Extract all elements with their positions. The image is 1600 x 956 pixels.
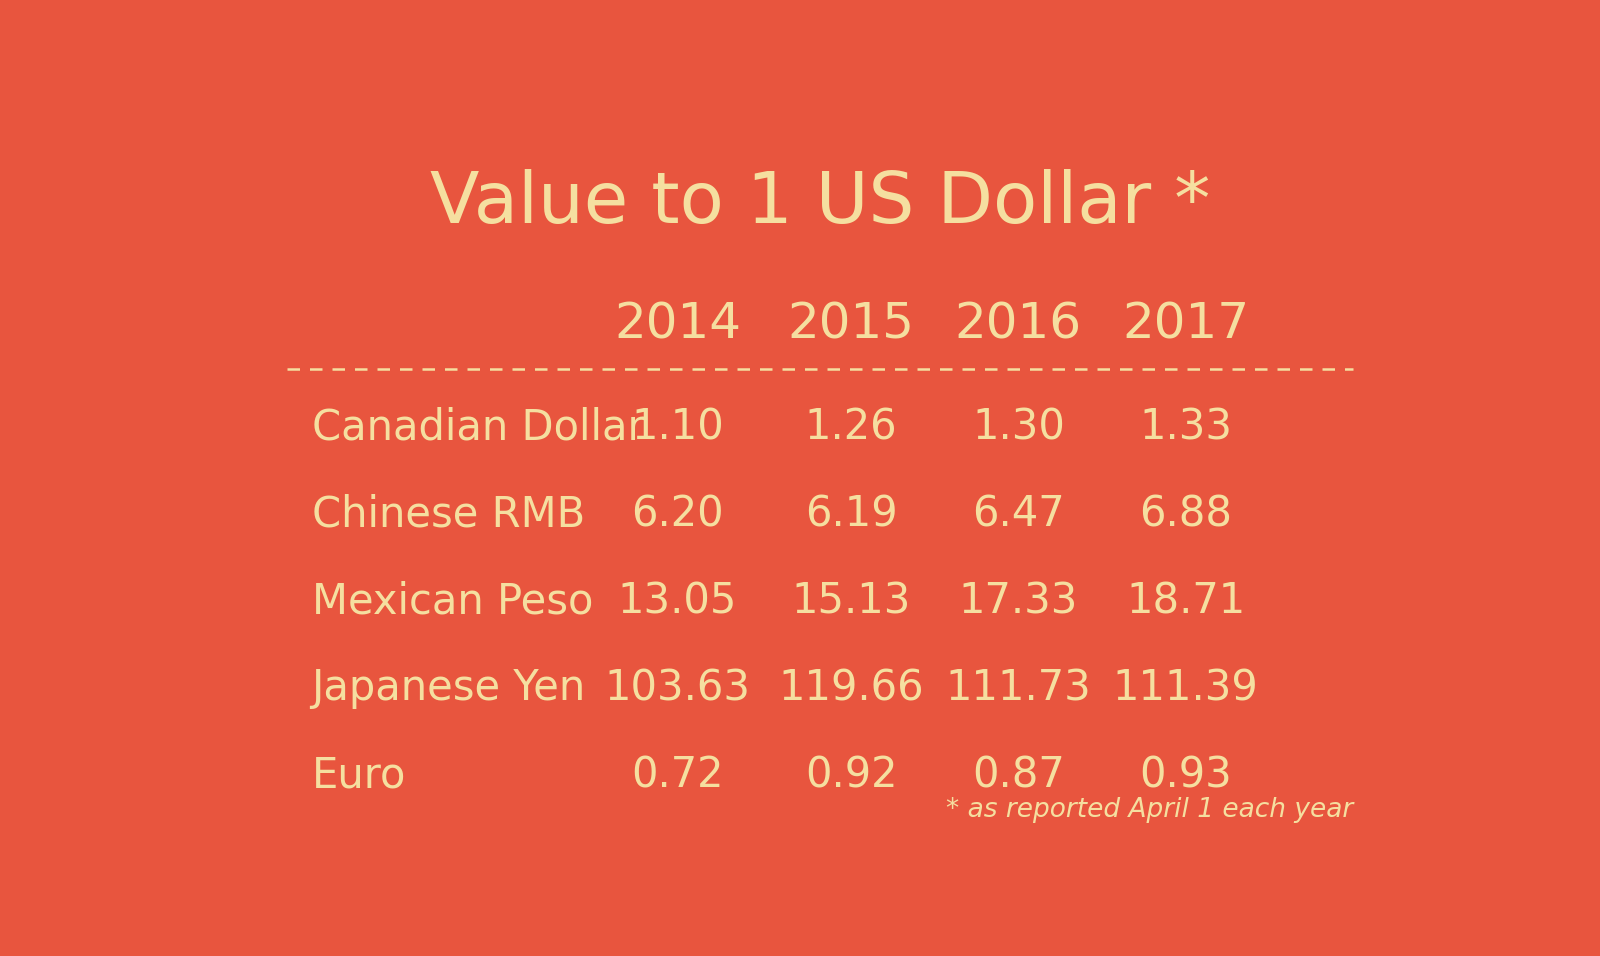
Text: 18.71: 18.71 bbox=[1126, 580, 1245, 622]
Text: 6.47: 6.47 bbox=[973, 493, 1064, 535]
Text: 13.05: 13.05 bbox=[618, 580, 738, 622]
Text: Euro: Euro bbox=[312, 754, 406, 796]
Text: 111.73: 111.73 bbox=[946, 667, 1091, 709]
Text: 2015: 2015 bbox=[787, 300, 915, 349]
Text: * as reported April 1 each year: * as reported April 1 each year bbox=[946, 797, 1354, 823]
Text: Canadian Dollar: Canadian Dollar bbox=[312, 406, 645, 448]
Text: 0.92: 0.92 bbox=[805, 754, 898, 796]
Text: 1.26: 1.26 bbox=[805, 406, 898, 448]
Text: 15.13: 15.13 bbox=[792, 580, 910, 622]
Text: 103.63: 103.63 bbox=[605, 667, 750, 709]
Text: 111.39: 111.39 bbox=[1114, 667, 1259, 709]
Text: 0.87: 0.87 bbox=[973, 754, 1064, 796]
Text: 2016: 2016 bbox=[955, 300, 1082, 349]
Text: 0.93: 0.93 bbox=[1139, 754, 1232, 796]
Text: Japanese Yen: Japanese Yen bbox=[312, 667, 586, 709]
Text: 119.66: 119.66 bbox=[778, 667, 923, 709]
Text: Mexican Peso: Mexican Peso bbox=[312, 580, 594, 622]
Text: 17.33: 17.33 bbox=[958, 580, 1078, 622]
Text: 0.72: 0.72 bbox=[630, 754, 723, 796]
Text: 6.20: 6.20 bbox=[630, 493, 723, 535]
Text: 6.88: 6.88 bbox=[1139, 493, 1232, 535]
Text: 2014: 2014 bbox=[614, 300, 741, 349]
Text: 1.33: 1.33 bbox=[1139, 406, 1232, 448]
Text: 1.10: 1.10 bbox=[630, 406, 723, 448]
Text: Chinese RMB: Chinese RMB bbox=[312, 493, 586, 535]
Text: 2017: 2017 bbox=[1122, 300, 1250, 349]
Text: Value to 1 US Dollar *: Value to 1 US Dollar * bbox=[430, 168, 1210, 237]
Text: 6.19: 6.19 bbox=[805, 493, 898, 535]
Text: 1.30: 1.30 bbox=[971, 406, 1066, 448]
